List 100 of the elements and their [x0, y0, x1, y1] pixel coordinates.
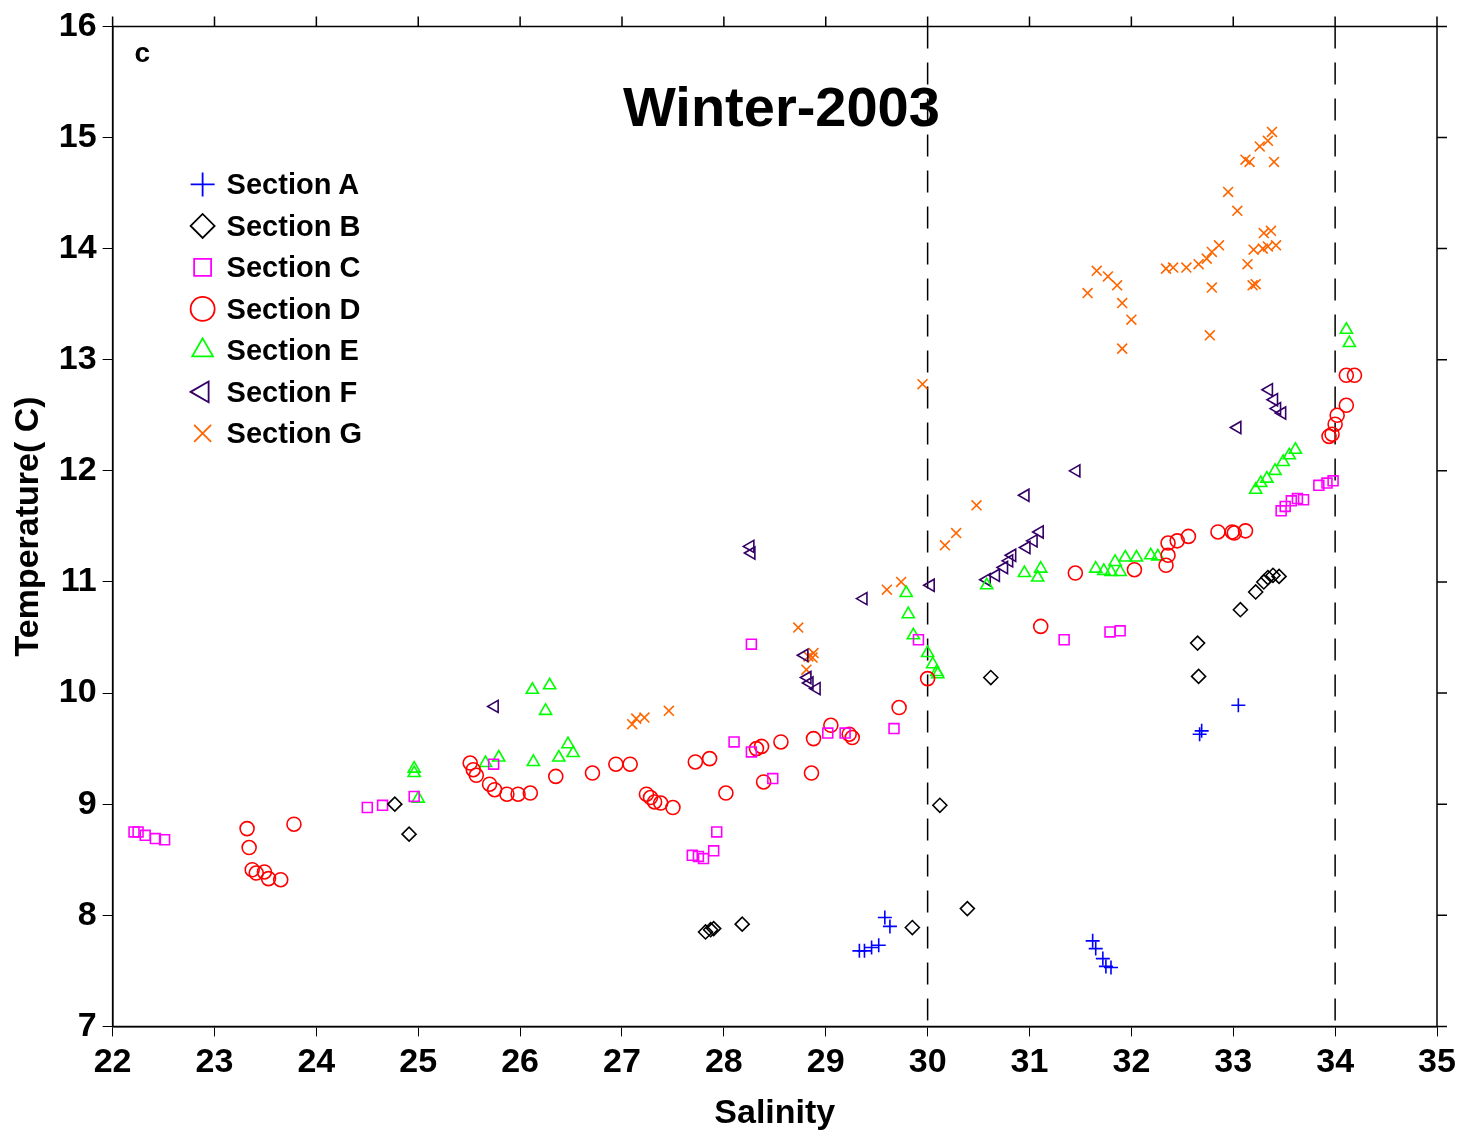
point [1329, 407, 1345, 424]
point [767, 772, 779, 785]
point [1180, 261, 1193, 274]
point [1111, 279, 1123, 292]
point [158, 833, 171, 846]
point [1190, 668, 1207, 685]
y-tick-label: 10 [58, 671, 97, 710]
point [895, 576, 907, 588]
point [487, 758, 500, 770]
point [361, 801, 374, 814]
point [844, 729, 861, 746]
point [734, 916, 751, 932]
point [1143, 547, 1158, 560]
point [1241, 258, 1254, 270]
point [401, 826, 417, 842]
y-tick-label: 9 [77, 782, 97, 821]
point [132, 826, 144, 838]
x-tick-label: 24 [297, 1041, 336, 1080]
point [1276, 454, 1291, 467]
point [881, 583, 893, 596]
point [1088, 560, 1103, 573]
point [1265, 567, 1281, 584]
point [823, 717, 839, 734]
point [1313, 479, 1325, 492]
point [1253, 475, 1268, 488]
point [1257, 242, 1269, 255]
point [1260, 569, 1276, 586]
point [1104, 564, 1118, 577]
x-tick-label: 34 [1316, 1041, 1355, 1080]
point [1327, 475, 1339, 487]
point [1279, 500, 1291, 513]
point [542, 677, 557, 690]
point [407, 765, 422, 778]
point [1102, 270, 1114, 283]
point [1288, 441, 1303, 455]
point [1068, 463, 1081, 478]
point [638, 711, 651, 724]
point [1017, 565, 1032, 578]
point [800, 663, 813, 676]
point [1265, 225, 1277, 237]
point [1090, 265, 1103, 277]
point [1285, 495, 1298, 507]
point [522, 785, 539, 801]
point [584, 765, 601, 781]
point [1266, 392, 1279, 407]
point [855, 591, 868, 606]
y-tick-label: 7 [77, 1004, 97, 1043]
point [665, 799, 681, 816]
y-tick-label: 13 [58, 338, 97, 377]
point [538, 703, 553, 716]
point [566, 745, 580, 758]
point [801, 676, 814, 690]
point [551, 749, 566, 762]
point [1210, 524, 1226, 540]
point [906, 627, 921, 640]
point [256, 864, 273, 880]
point [1033, 560, 1048, 573]
point [745, 746, 758, 758]
point [1321, 477, 1333, 489]
point [128, 826, 140, 838]
point [561, 736, 575, 749]
point [1222, 186, 1234, 198]
point [663, 705, 675, 717]
point [1346, 367, 1363, 384]
point [260, 870, 277, 887]
x-tick-label: 33 [1214, 1041, 1253, 1080]
x-tick-label: 25 [399, 1041, 438, 1080]
point [1247, 584, 1264, 600]
point [1118, 549, 1133, 562]
point [1268, 156, 1280, 168]
point [646, 794, 663, 810]
y-tick-label: 16 [58, 4, 97, 43]
point [1232, 601, 1249, 618]
point [856, 943, 873, 959]
point [841, 726, 857, 742]
point [742, 539, 755, 554]
point [387, 796, 403, 812]
point [1125, 313, 1138, 326]
x-tick-label: 30 [908, 1041, 947, 1080]
point [638, 786, 655, 802]
y-tick-label: 12 [58, 449, 97, 488]
point [1262, 240, 1274, 253]
point [1342, 335, 1357, 348]
point [499, 786, 515, 802]
point [686, 849, 699, 862]
point [510, 786, 526, 802]
y-tick-label: 11 [60, 560, 97, 599]
point [1213, 239, 1225, 252]
point [1327, 416, 1343, 432]
point [1113, 564, 1128, 577]
point [462, 755, 478, 771]
point [1268, 463, 1282, 476]
point [959, 900, 976, 917]
point [901, 606, 916, 619]
point [1275, 505, 1287, 517]
point [979, 577, 994, 590]
point [728, 736, 740, 748]
point [755, 774, 772, 790]
point [1097, 563, 1111, 576]
point [411, 790, 426, 803]
